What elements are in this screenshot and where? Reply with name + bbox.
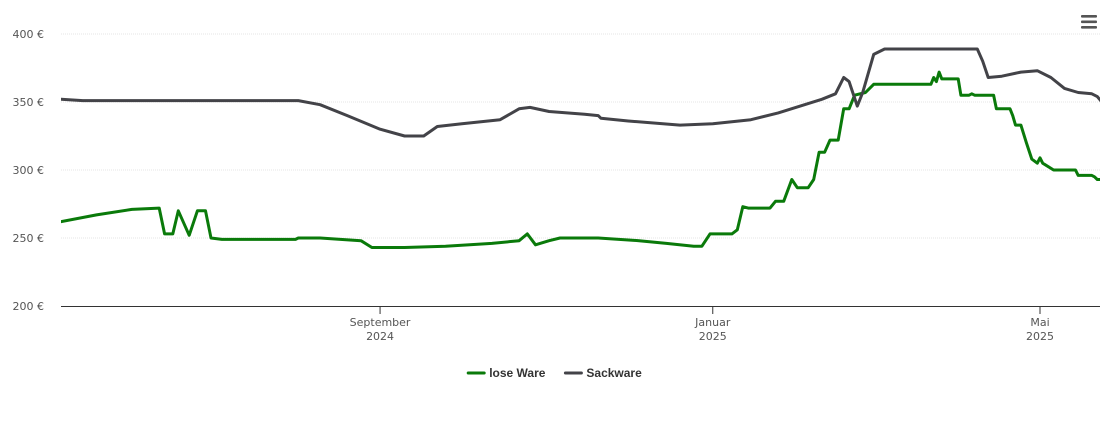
y-tick-label: 250 € <box>13 232 45 245</box>
x-tick-year-label: 2024 <box>366 330 394 343</box>
series-layer <box>61 47 1110 249</box>
y-tick-label: 400 € <box>13 28 45 41</box>
x-tick-month-label: September <box>350 316 411 329</box>
legend-label: Sackware <box>586 366 642 380</box>
y-tick-label: 300 € <box>13 164 45 177</box>
x-tick-year-label: 2025 <box>1026 330 1054 343</box>
series-line-sackware[interactable] <box>61 47 1110 138</box>
y-axis: 200 € 250 € 300 € 350 € 400 € <box>13 28 45 313</box>
x-tick-year-label: 2025 <box>699 330 727 343</box>
y-tick-label: 350 € <box>13 96 45 109</box>
series-line-lose-ware[interactable] <box>61 70 1110 249</box>
legend-item-sackware[interactable]: Sackware <box>563 366 642 380</box>
y-tick-label: 200 € <box>13 300 45 313</box>
x-tick-month-label: Januar <box>694 316 731 329</box>
legend-label: lose Ware <box>489 366 546 380</box>
grid-lines <box>61 33 1100 239</box>
menu-icon[interactable] <box>1080 14 1098 30</box>
legend-item-lose-ware[interactable]: lose Ware <box>466 366 546 380</box>
legend: lose Ware Sackware <box>466 366 642 380</box>
x-tick-month-label: Mai <box>1030 316 1049 329</box>
